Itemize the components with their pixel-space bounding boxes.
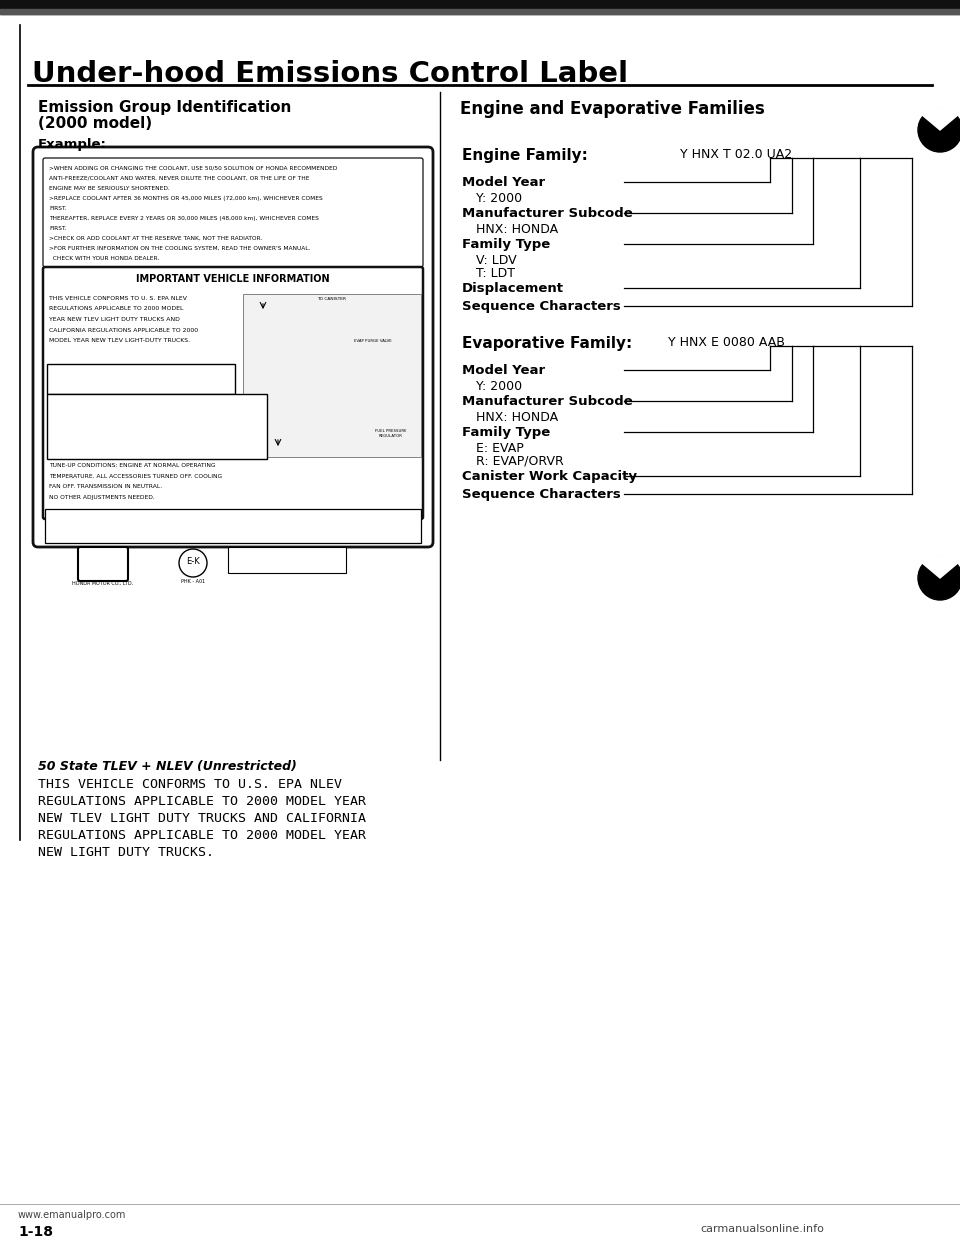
Text: FAN OFF. TRANSMISSION IN NEUTRAL.: FAN OFF. TRANSMISSION IN NEUTRAL. bbox=[49, 484, 162, 489]
Text: EX: 0.18 ± 0.02 mm: EX: 0.18 ± 0.02 mm bbox=[111, 410, 166, 415]
FancyBboxPatch shape bbox=[33, 147, 433, 546]
Circle shape bbox=[918, 556, 960, 600]
Text: MODEL YEAR NEW TLEV LIGHT-DUTY TRUCKS.: MODEL YEAR NEW TLEV LIGHT-DUTY TRUCKS. bbox=[49, 338, 190, 343]
Text: (2000 model): (2000 model) bbox=[38, 116, 152, 130]
Text: HONDA MOTOR CO., LTD.: HONDA MOTOR CO., LTD. bbox=[72, 581, 133, 586]
Text: TO CANISTER: TO CANISTER bbox=[317, 297, 346, 301]
Text: FUEL PRESSURE
REGULATOR: FUEL PRESSURE REGULATOR bbox=[375, 428, 407, 438]
Bar bbox=[47, 364, 235, 394]
Text: REGULATIONS APPLICABLE TO 2000 MODEL YEAR: REGULATIONS APPLICABLE TO 2000 MODEL YEA… bbox=[38, 795, 366, 809]
Text: >REPLACE COOLANT AFTER 36 MONTHS OR 45,000 MILES (72,000 km), WHICHEVER COMES: >REPLACE COOLANT AFTER 36 MONTHS OR 45,0… bbox=[49, 196, 323, 201]
Text: Y: 2000: Y: 2000 bbox=[476, 193, 522, 205]
Text: CHECK WITH YOUR HONDA DEALER.: CHECK WITH YOUR HONDA DEALER. bbox=[49, 256, 159, 261]
Text: FIRST.: FIRST. bbox=[49, 206, 66, 211]
Text: www.emanualpro.com: www.emanualpro.com bbox=[18, 1210, 127, 1220]
Text: Manufacturer Subcode: Manufacturer Subcode bbox=[462, 395, 633, 409]
Text: TWC/HO2S(2)/SFI: TWC/HO2S(2)/SFI bbox=[110, 380, 171, 386]
Text: THIS VEHICLE CONFORMS TO U. S. EPA NLEV: THIS VEHICLE CONFORMS TO U. S. EPA NLEV bbox=[49, 296, 187, 301]
Text: T: LDT: T: LDT bbox=[476, 267, 515, 279]
Text: ORMED.: ORMED. bbox=[48, 532, 70, 537]
Text: IDLE SPEED: IDLE SPEED bbox=[49, 432, 81, 437]
Text: EVAP PURGE VALVE: EVAP PURGE VALVE bbox=[354, 339, 392, 343]
Text: Under-hood Emissions Control Label: Under-hood Emissions Control Label bbox=[32, 60, 628, 88]
Text: OBDII CERTIFIED: OBDII CERTIFIED bbox=[210, 421, 253, 426]
Text: LOADED IM TESTING OF THIS VEHICLE MUST BE CONDUCTED ON A FOUR-WHEEL DRIVE SPEED: LOADED IM TESTING OF THIS VEHICLE MUST B… bbox=[48, 513, 301, 518]
Text: E: EVAP: E: EVAP bbox=[476, 442, 524, 455]
Text: Y HNX T 02.0 UA2: Y HNX T 02.0 UA2 bbox=[680, 148, 792, 161]
Text: Canister Work Capacity: Canister Work Capacity bbox=[462, 469, 637, 483]
Text: NEW TLEV LIGHT DUTY TRUCKS AND CALIFORNIA: NEW TLEV LIGHT DUTY TRUCKS AND CALIFORNI… bbox=[38, 812, 366, 825]
Text: TUNE-UP CONDITIONS: ENGINE AT NORMAL OPERATING: TUNE-UP CONDITIONS: ENGINE AT NORMAL OPE… bbox=[49, 463, 215, 468]
Text: Manufacturer Subcode: Manufacturer Subcode bbox=[462, 207, 633, 220]
FancyBboxPatch shape bbox=[78, 546, 128, 581]
Text: Y HNX E 0080 AAB: Y HNX E 0080 AAB bbox=[668, 337, 785, 349]
Text: 730 ± 50 rpm: 730 ± 50 rpm bbox=[111, 432, 149, 437]
Text: HNX: HONDA: HNX: HONDA bbox=[476, 224, 558, 236]
Text: Engine Family:: Engine Family: bbox=[462, 148, 588, 163]
Text: Emission Group Identification: Emission Group Identification bbox=[38, 101, 292, 116]
Text: ANTI-FREEZE/COOLANT AND WATER. NEVER DILUTE THE COOLANT, OR THE LIFE OF THE: ANTI-FREEZE/COOLANT AND WATER. NEVER DIL… bbox=[49, 176, 309, 181]
Text: YHNXT02.0UA2: YHNXT02.0UA2 bbox=[210, 397, 252, 402]
Wedge shape bbox=[923, 555, 958, 578]
Text: V: LDV: V: LDV bbox=[476, 255, 516, 267]
Text: PHK - A01: PHK - A01 bbox=[180, 579, 205, 584]
Text: R: EVAP/ORVR: R: EVAP/ORVR bbox=[476, 455, 564, 468]
Text: IMPORTANT VEHICLE INFORMATION: IMPORTANT VEHICLE INFORMATION bbox=[136, 274, 330, 284]
Text: Family Type: Family Type bbox=[462, 426, 550, 438]
Text: VALVE LASH: VALVE LASH bbox=[49, 397, 82, 402]
Circle shape bbox=[918, 108, 960, 152]
Text: FRONT: FRONT bbox=[248, 438, 263, 443]
Text: ENGINE MAY BE SERIOUSLY SHORTENED.: ENGINE MAY BE SERIOUSLY SHORTENED. bbox=[49, 186, 170, 191]
Text: Displacement: Displacement bbox=[462, 282, 564, 296]
Text: H: H bbox=[94, 553, 112, 571]
Text: THEREAFTER, REPLACE EVERY 2 YEARS OR 30,000 MILES (48,000 km), WHICHEVER COMES: THEREAFTER, REPLACE EVERY 2 YEARS OR 30,… bbox=[49, 216, 319, 221]
Text: CALIFORNIA REGULATIONS APPLICABLE TO 2000: CALIFORNIA REGULATIONS APPLICABLE TO 200… bbox=[49, 328, 198, 333]
Text: >FOR FURTHER INFORMATION ON THE COOLING SYSTEM, READ THE OWNER'S MANUAL.: >FOR FURTHER INFORMATION ON THE COOLING … bbox=[49, 246, 310, 251]
Text: YEAR NEW TLEV LIGHT DUTY TRUCKS AND: YEAR NEW TLEV LIGHT DUTY TRUCKS AND bbox=[49, 317, 180, 322]
Text: YHNXE0080AAB: YHNXE0080AAB bbox=[210, 410, 253, 415]
Bar bbox=[228, 546, 346, 573]
FancyBboxPatch shape bbox=[43, 158, 423, 267]
Text: Engine and Evaporative Families: Engine and Evaporative Families bbox=[460, 101, 765, 118]
Bar bbox=[45, 509, 421, 543]
Text: 201HGDDE: 201HGDDE bbox=[245, 551, 329, 565]
Text: Model Year: Model Year bbox=[462, 176, 545, 189]
Text: REGULATIONS APPLICABLE TO 2000 MODEL: REGULATIONS APPLICABLE TO 2000 MODEL bbox=[49, 307, 183, 312]
Bar bbox=[0, 0, 960, 14]
Text: REGULATIONS APPLICABLE TO 2000 MODEL YEAR: REGULATIONS APPLICABLE TO 2000 MODEL YEA… bbox=[38, 828, 366, 842]
Wedge shape bbox=[923, 107, 958, 130]
Text: >WHEN ADDING OR CHANGING THE COOLANT, USE 50/50 SOLUTION OF HONDA RECOMMENDED: >WHEN ADDING OR CHANGING THE COOLANT, US… bbox=[49, 166, 337, 171]
Text: carmanualsonline.info: carmanualsonline.info bbox=[700, 1225, 824, 1235]
Text: SYNCHRONIZED DYNAMOMETER. OTHERWISE, A NON-LOADED TEST PROCEDURE MUST BE PERF-: SYNCHRONIZED DYNAMOMETER. OTHERWISE, A N… bbox=[48, 523, 307, 528]
Text: Y: 2000: Y: 2000 bbox=[476, 380, 522, 392]
Text: Sequence Characters: Sequence Characters bbox=[462, 488, 621, 501]
Text: FIRST.: FIRST. bbox=[49, 226, 66, 231]
Text: 1.0 - 1.1 mm: 1.0 - 1.1 mm bbox=[111, 421, 146, 426]
Text: E-K: E-K bbox=[186, 556, 200, 566]
Text: THIS VEHICLE CONFORMS TO U.S. EPA NLEV: THIS VEHICLE CONFORMS TO U.S. EPA NLEV bbox=[38, 777, 342, 791]
Text: (COLD): (COLD) bbox=[49, 410, 68, 415]
Text: 1-18: 1-18 bbox=[18, 1225, 53, 1240]
Text: Sequence Characters: Sequence Characters bbox=[462, 301, 621, 313]
Text: HNX: HONDA: HNX: HONDA bbox=[476, 411, 558, 424]
Text: TEMPERATURE. ALL ACCESSORIES TURNED OFF. COOLING: TEMPERATURE. ALL ACCESSORIES TURNED OFF.… bbox=[49, 473, 222, 478]
Text: 2.0 L: 2.0 L bbox=[111, 443, 125, 450]
Text: >CHECK OR ADD COOLANT AT THE RESERVE TANK, NOT THE RADIATOR.: >CHECK OR ADD COOLANT AT THE RESERVE TAN… bbox=[49, 236, 262, 241]
Bar bbox=[47, 394, 267, 460]
Text: Family Type: Family Type bbox=[462, 238, 550, 251]
Text: Evaporative Family:: Evaporative Family: bbox=[462, 337, 633, 351]
Text: Model Year: Model Year bbox=[462, 364, 545, 378]
Text: NO OTHER ADJUSTMENTS NEEDED.: NO OTHER ADJUSTMENTS NEEDED. bbox=[49, 494, 155, 499]
Text: NEW LIGHT DUTY TRUCKS.: NEW LIGHT DUTY TRUCKS. bbox=[38, 846, 214, 859]
Bar bbox=[243, 294, 421, 457]
Bar bbox=[0, 9, 960, 14]
Text: IN: 0.10 ± 0.02 mm: IN: 0.10 ± 0.02 mm bbox=[111, 397, 164, 402]
Text: 50 State TLEV + NLEV (Unrestricted): 50 State TLEV + NLEV (Unrestricted) bbox=[38, 760, 297, 773]
Text: Example:: Example: bbox=[38, 138, 107, 152]
Text: CATALYST: CATALYST bbox=[100, 366, 182, 383]
FancyBboxPatch shape bbox=[43, 267, 423, 519]
Text: SPARK PLUG GAP: SPARK PLUG GAP bbox=[49, 421, 95, 426]
